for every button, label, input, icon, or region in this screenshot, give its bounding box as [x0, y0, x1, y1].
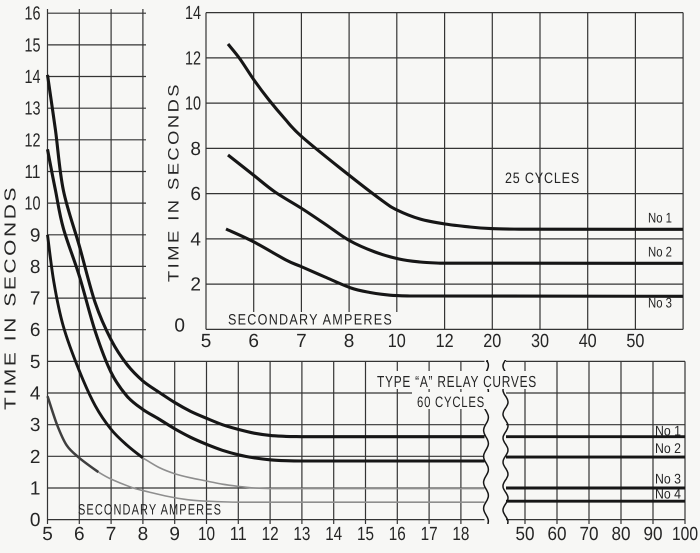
svg-text:0: 0 [30, 510, 41, 531]
svg-text:8: 8 [344, 331, 355, 352]
svg-text:10: 10 [25, 194, 41, 215]
svg-text:90: 90 [644, 524, 663, 545]
svg-text:10: 10 [388, 331, 406, 352]
svg-text:No 2: No 2 [655, 440, 681, 456]
svg-text:11: 11 [230, 524, 247, 545]
svg-text:7: 7 [106, 524, 117, 545]
svg-text:8: 8 [30, 257, 41, 278]
svg-text:11: 11 [25, 162, 41, 183]
svg-text:14: 14 [325, 524, 342, 545]
svg-text:4: 4 [30, 384, 41, 405]
svg-text:50: 50 [516, 524, 535, 545]
svg-text:3: 3 [30, 415, 41, 436]
svg-text:6: 6 [190, 184, 201, 205]
svg-text:No 2: No 2 [648, 244, 672, 260]
svg-text:12: 12 [185, 48, 201, 69]
svg-text:25 CYCLES: 25 CYCLES [505, 170, 580, 187]
svg-text:70: 70 [580, 524, 599, 545]
svg-text:18: 18 [452, 524, 469, 545]
svg-text:5: 5 [30, 352, 41, 373]
svg-text:SECONDARY AMPERES: SECONDARY AMPERES [78, 502, 222, 519]
svg-text:6: 6 [248, 331, 259, 352]
svg-text:TIME IN SECONDS: TIME IN SECONDS [3, 185, 20, 410]
svg-text:TYPE “A” RELAY CURVES: TYPE “A” RELAY CURVES [377, 374, 537, 391]
svg-text:9: 9 [30, 225, 41, 246]
svg-text:7: 7 [296, 331, 307, 352]
svg-text:15: 15 [357, 524, 374, 545]
svg-text:12: 12 [262, 524, 279, 545]
svg-text:13: 13 [293, 524, 310, 545]
svg-text:TIME IN SECONDS: TIME IN SECONDS [166, 82, 183, 282]
svg-text:80: 80 [612, 524, 631, 545]
svg-text:No 1: No 1 [648, 210, 672, 226]
svg-text:No 3: No 3 [648, 295, 672, 311]
svg-text:No 4: No 4 [655, 486, 681, 502]
svg-text:40: 40 [579, 331, 597, 352]
svg-text:14: 14 [185, 3, 201, 24]
svg-text:4: 4 [190, 229, 201, 250]
svg-text:6: 6 [74, 524, 85, 545]
svg-text:2: 2 [30, 447, 41, 468]
svg-text:17: 17 [421, 524, 438, 545]
svg-text:16: 16 [389, 524, 406, 545]
svg-text:6: 6 [30, 320, 41, 341]
svg-text:16: 16 [25, 4, 41, 25]
svg-text:50: 50 [626, 331, 644, 352]
svg-text:10: 10 [198, 524, 215, 545]
svg-text:10: 10 [185, 94, 201, 115]
svg-text:13: 13 [25, 99, 41, 120]
svg-text:9: 9 [169, 524, 180, 545]
svg-text:60: 60 [548, 524, 567, 545]
svg-text:5: 5 [42, 524, 53, 545]
svg-text:20: 20 [483, 331, 501, 352]
svg-text:60 CYCLES: 60 CYCLES [417, 394, 485, 411]
svg-text:SECONDARY AMPERES: SECONDARY AMPERES [228, 312, 393, 329]
svg-text:No 3: No 3 [655, 471, 681, 487]
svg-text:12: 12 [25, 130, 41, 151]
svg-text:100: 100 [672, 524, 698, 545]
svg-text:8: 8 [138, 524, 149, 545]
svg-text:2: 2 [190, 275, 201, 296]
svg-text:8: 8 [190, 139, 201, 160]
svg-text:15: 15 [25, 35, 41, 56]
svg-text:0: 0 [174, 316, 185, 337]
svg-text:14: 14 [25, 67, 41, 88]
svg-text:12: 12 [436, 331, 454, 352]
svg-text:5: 5 [201, 331, 212, 352]
svg-text:1: 1 [30, 479, 41, 500]
svg-text:No 1: No 1 [655, 423, 681, 439]
svg-text:7: 7 [30, 289, 41, 310]
svg-text:30: 30 [531, 331, 549, 352]
